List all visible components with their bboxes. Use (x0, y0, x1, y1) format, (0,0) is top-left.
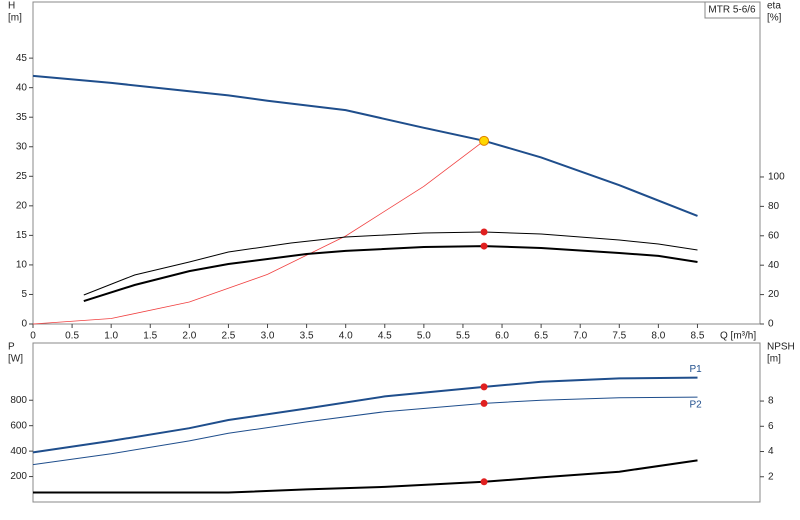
plot-frame (32, 1, 761, 325)
y-tick-label: 0 (21, 319, 27, 330)
curve (32, 74, 698, 217)
y2-tick-label: 2 (768, 471, 774, 482)
duty-point (480, 399, 488, 407)
x-tick-label: 6.0 (495, 331, 509, 342)
duty-point (479, 135, 490, 146)
y-axis-label: [W] (8, 354, 23, 365)
y-tick-label: 200 (10, 471, 27, 482)
y-axis-label: [m] (8, 13, 22, 24)
y-tick-label: 25 (16, 171, 28, 182)
x-tick-label: 6.5 (534, 331, 548, 342)
duty-point (480, 383, 488, 391)
x-tick-label: 2.5 (221, 331, 235, 342)
x-tick-label: 8.5 (691, 331, 705, 342)
title-box (704, 1, 761, 19)
x-tick-label: 5.5 (456, 331, 470, 342)
series-label: P1 (689, 364, 702, 375)
x-tick-label: 7.5 (612, 331, 626, 342)
series-label: P2 (689, 400, 702, 411)
chart-title: MTR 5-6/6 (708, 5, 756, 16)
y2-axis-label: eta (767, 1, 781, 12)
plot-frame (32, 342, 761, 503)
duty-point (480, 242, 488, 250)
x-tick-label: 5.0 (417, 331, 431, 342)
x-tick-label: 3.0 (261, 331, 275, 342)
y2-tick-label: 0 (768, 319, 774, 330)
x-tick-label: 0 (30, 331, 36, 342)
y2-tick-label: 6 (768, 421, 774, 432)
x-tick-label: 3.5 (300, 331, 314, 342)
y2-axis-label: NPSH (767, 342, 795, 353)
curve (32, 140, 485, 325)
y-tick-label: 35 (16, 112, 28, 123)
curve (83, 231, 698, 296)
curve (83, 245, 698, 303)
x-tick-label: 0.5 (65, 331, 79, 342)
y-axis-label: H (8, 1, 15, 12)
x-tick-label: 2.0 (182, 331, 196, 342)
y2-tick-label: 20 (768, 289, 780, 300)
y-axis-label: P (8, 342, 15, 353)
x-tick-label: 7.0 (573, 331, 587, 342)
y-tick-label: 20 (16, 200, 28, 211)
duty-point (480, 228, 488, 236)
y2-tick-label: 100 (768, 172, 785, 183)
y2-axis-label: [%] (767, 13, 782, 24)
curve (33, 459, 698, 494)
y2-tick-label: 8 (768, 396, 774, 407)
y-tick-label: 5 (21, 289, 27, 300)
x-axis-label: Q [m³/h] (720, 331, 756, 342)
x-tick-label: 4.0 (339, 331, 353, 342)
y-tick-label: 600 (10, 420, 27, 431)
x-tick-label: 1.0 (104, 331, 118, 342)
y-tick-label: 10 (16, 260, 28, 271)
x-tick-label: 1.5 (143, 331, 157, 342)
y-tick-label: 15 (16, 230, 28, 241)
y2-tick-label: 60 (768, 230, 780, 241)
y2-tick-label: 80 (768, 201, 780, 212)
duty-point (480, 478, 488, 486)
y-tick-label: 400 (10, 446, 27, 457)
curve (32, 396, 698, 466)
x-tick-label: 8.0 (651, 331, 665, 342)
y-tick-label: 30 (16, 141, 28, 152)
y-tick-label: 40 (16, 82, 28, 93)
y2-tick-label: 40 (768, 260, 780, 271)
x-tick-label: 4.5 (378, 331, 392, 342)
y2-tick-label: 4 (768, 446, 774, 457)
y-tick-label: 800 (10, 395, 27, 406)
curve (32, 376, 698, 454)
y-tick-label: 45 (16, 53, 28, 64)
y2-axis-label: [m] (767, 354, 781, 365)
